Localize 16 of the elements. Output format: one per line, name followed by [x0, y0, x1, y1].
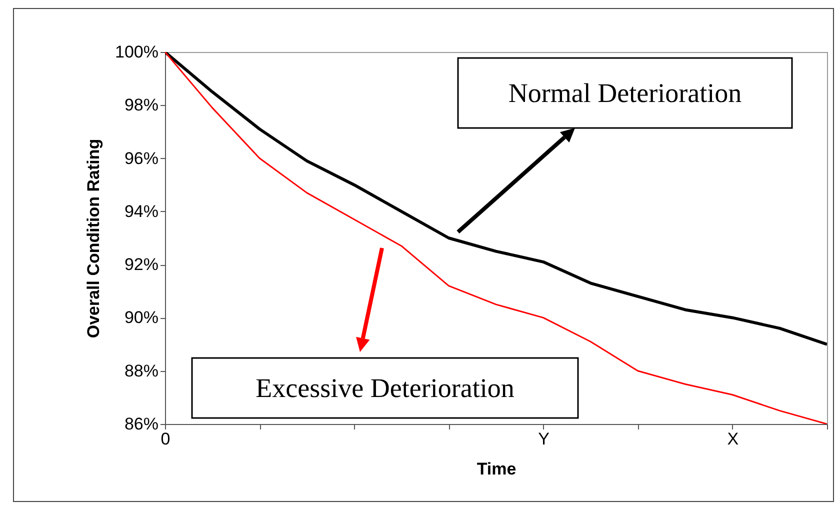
y-tick-label: 96%	[124, 148, 158, 168]
y-tick-label: 94%	[124, 202, 158, 221]
y-axis-title: Overall Condition Rating	[84, 138, 104, 338]
y-tick-label: 88%	[124, 361, 158, 380]
x-tick-label: X	[727, 430, 739, 448]
y-tick-label: 90%	[124, 308, 158, 328]
x-tick-label: Y	[538, 430, 550, 448]
x-tick-label: 0	[160, 430, 170, 448]
line-series	[165, 52, 827, 346]
y-tick-label: 100%	[115, 42, 158, 62]
y-tick-label: 92%	[124, 255, 158, 274]
y-tick-label: 98%	[124, 96, 158, 115]
annotation: Normal Deterioration	[508, 78, 742, 108]
y-tick-label: 86%	[124, 414, 158, 434]
x-axis-title: Time	[476, 460, 516, 478]
annotation: Excessive Deterioration	[256, 373, 515, 403]
